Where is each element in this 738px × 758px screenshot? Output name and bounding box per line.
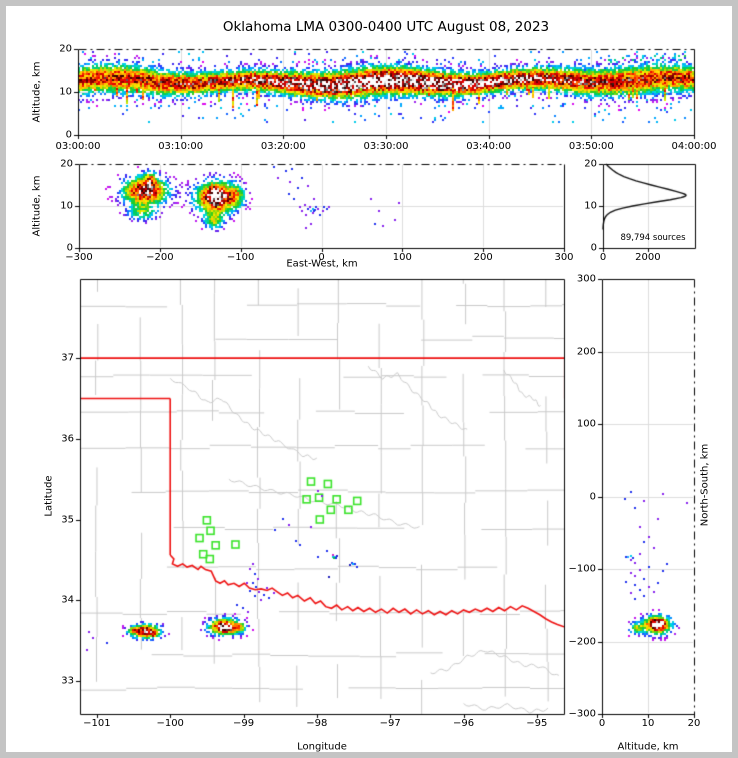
- tick-label: 200: [576, 346, 596, 357]
- tick-label: 34: [61, 594, 74, 606]
- map-canvas: [68, 267, 576, 726]
- tick-label: −95: [526, 718, 548, 729]
- tick-label: −98: [306, 718, 328, 729]
- time-y-axis-label: Altitude, km: [31, 61, 43, 123]
- ns-altitude-panel: [590, 267, 706, 726]
- map-x-axis-label: Longitude: [297, 741, 347, 753]
- tick-label: 100: [392, 252, 412, 263]
- sources-annotation: 89,794 sources: [620, 233, 686, 243]
- tick-label: 300: [576, 273, 596, 285]
- ew-altitude-canvas: [67, 152, 576, 260]
- tick-label: 33: [61, 675, 74, 687]
- tick-label: 10: [59, 86, 72, 98]
- map-y-axis-label: Latitude: [43, 475, 55, 517]
- ew-altitude-panel: [67, 152, 576, 260]
- map-panel: [68, 267, 576, 726]
- tick-label: 03:00:00: [55, 141, 101, 152]
- tick-label: −97: [379, 718, 401, 729]
- tick-label: 20: [60, 158, 73, 170]
- tick-label: −200: [146, 252, 174, 263]
- tick-label: 300: [554, 252, 574, 263]
- tick-label: 0: [590, 242, 597, 254]
- tick-label: 10: [584, 200, 597, 212]
- tick-label: 0: [318, 252, 325, 263]
- tick-label: −99: [232, 718, 255, 729]
- ns-altitude-canvas: [590, 267, 706, 726]
- tick-label: 20: [687, 718, 701, 729]
- tick-label: 35: [61, 514, 74, 525]
- figure-title: Oklahoma LMA 0300-0400 UTC August 08, 20…: [222, 19, 550, 35]
- ew-y-axis-label: Altitude, km: [31, 175, 43, 237]
- tick-label: 0: [66, 242, 73, 254]
- tick-label: 200: [473, 252, 493, 263]
- tick-label: 2000: [635, 252, 661, 263]
- tick-label: 04:00:00: [671, 141, 717, 152]
- tick-label: 03:40:00: [466, 141, 512, 152]
- tick-label: 10: [641, 718, 655, 729]
- tick-label: 36: [61, 433, 74, 445]
- tick-label: −100: [156, 718, 184, 729]
- tick-label: −101: [83, 718, 111, 729]
- tick-label: 0: [65, 129, 72, 141]
- tick-label: 0: [599, 252, 607, 263]
- tick-label: 10: [60, 200, 73, 212]
- tick-label: −100: [568, 563, 596, 575]
- altitude-histogram-canvas: [591, 152, 707, 260]
- tick-label: 0: [598, 718, 606, 729]
- ns-y-axis-label: North-South, km: [699, 443, 711, 527]
- time-height-canvas: [66, 37, 706, 147]
- tick-label: 100: [576, 418, 596, 430]
- tick-label: −100: [226, 252, 255, 263]
- ew-x-axis-label: East-West, km: [286, 258, 358, 270]
- tick-label: 37: [61, 352, 74, 364]
- tick-label: −300: [65, 252, 93, 263]
- tick-label: 0: [589, 491, 596, 502]
- tick-label: 20: [584, 158, 597, 170]
- tick-label: −200: [568, 636, 596, 647]
- altitude-histogram-panel: [591, 152, 707, 260]
- tick-label: −300: [568, 708, 596, 720]
- tick-label: −96: [452, 718, 475, 729]
- tick-label: 03:10:00: [158, 141, 204, 152]
- ns-x-axis-label: Altitude, km: [617, 741, 679, 753]
- tick-label: 03:50:00: [568, 141, 614, 152]
- tick-label: 03:30:00: [363, 141, 409, 152]
- time-height-panel: [66, 37, 706, 147]
- tick-label: 20: [59, 43, 72, 55]
- tick-label: 03:20:00: [260, 141, 306, 152]
